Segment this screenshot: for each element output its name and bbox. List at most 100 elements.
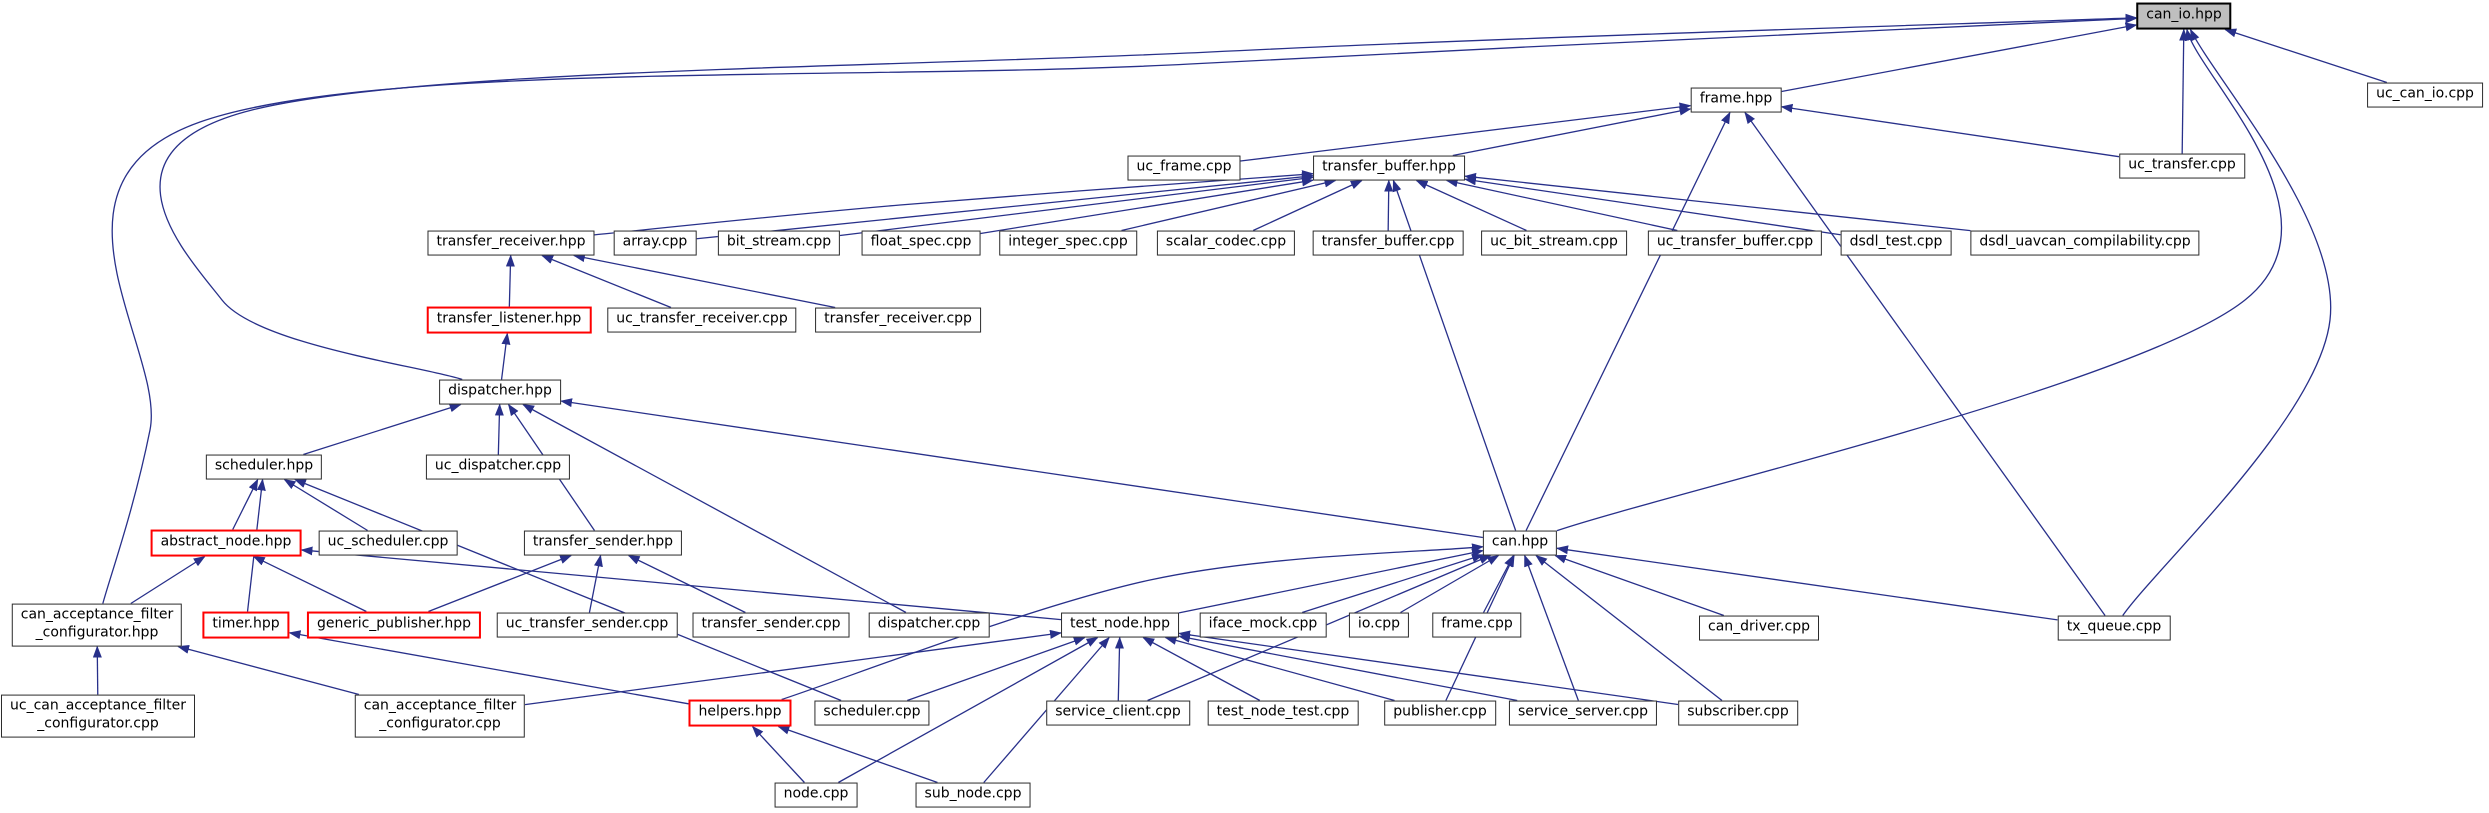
- graph-node-subscriber_cpp[interactable]: subscriber.cpp: [1678, 700, 1798, 726]
- edge-bit_stream_cpp-to-transfer_buffer_hpp: [839, 174, 1314, 237]
- graph-node-array_cpp[interactable]: array.cpp: [613, 230, 697, 256]
- graph-node-io_cpp[interactable]: io.cpp: [1348, 612, 1410, 638]
- graph-node-uc_transfer_receiver_cpp[interactable]: uc_transfer_receiver.cpp: [607, 307, 797, 333]
- graph-node-uc_bit_stream_cpp[interactable]: uc_bit_stream.cpp: [1481, 230, 1627, 256]
- graph-node-can_io_hpp[interactable]: can_io.hpp: [2136, 2, 2232, 30]
- graph-node-service_server_cpp[interactable]: service_server.cpp: [1508, 700, 1658, 726]
- edge-tx_queue_cpp-to-can_io_hpp: [2122, 28, 2332, 616]
- graph-node-uc_transfer_cpp[interactable]: uc_transfer.cpp: [2119, 153, 2245, 179]
- edge-service_server_cpp-to-test_node_hpp: [1178, 633, 1518, 702]
- edge-tx_queue_cpp-to-can_hpp: [1556, 545, 2058, 621]
- edge-subscriber_cpp-to-test_node_hpp: [1178, 630, 1679, 706]
- graph-node-uc_transfer_sender_cpp[interactable]: uc_transfer_sender.cpp: [496, 612, 678, 638]
- graph-node-transfer_sender_hpp[interactable]: transfer_sender.hpp: [523, 530, 683, 556]
- graph-node-tx_queue_cpp[interactable]: tx_queue.cpp: [2057, 615, 2171, 641]
- edge-cafc_cpp-to-test_node_hpp: [524, 629, 1062, 706]
- edge-abstract_node_hpp-to-scheduler_hpp: [232, 478, 259, 530]
- graph-node-timer_hpp[interactable]: timer.hpp: [202, 611, 290, 639]
- edge-generic_publisher_hpp-to-abstract_node_hpp: [252, 555, 367, 613]
- graph-node-sub_node_cpp[interactable]: sub_node.cpp: [915, 782, 1031, 808]
- edge-frame_hpp-to-can_io_hpp: [1781, 22, 2138, 93]
- edge-dispatcher_hpp-to-transfer_listener_hpp: [500, 332, 511, 380]
- edge-can_hpp-to-frame_hpp: [1525, 111, 1731, 531]
- edge-uc_transfer_sender_cpp-to-transfer_sender_hpp: [588, 554, 603, 613]
- graph-node-abstract_node_hpp[interactable]: abstract_node.hpp: [150, 529, 302, 557]
- graph-node-scheduler_cpp[interactable]: scheduler.cpp: [814, 700, 930, 726]
- graph-node-dsdl_test_cpp[interactable]: dsdl_test.cpp: [1840, 230, 1952, 256]
- graph-node-uc_can_io_cpp[interactable]: uc_can_io.cpp: [2367, 82, 2483, 108]
- graph-node-scheduler_hpp[interactable]: scheduler.hpp: [205, 454, 323, 480]
- edge-uc_scheduler_cpp-to-scheduler_hpp: [283, 478, 368, 532]
- edge-scalar_codec_cpp-to-transfer_buffer_hpp: [1252, 179, 1363, 232]
- edge-transfer_buffer_cpp-to-transfer_buffer_hpp: [1384, 179, 1394, 231]
- edge-uc_frame_cpp-to-frame_hpp: [1240, 102, 1692, 162]
- graph-node-float_spec_cpp[interactable]: float_spec.cpp: [861, 230, 981, 256]
- graph-node-generic_publisher_hpp[interactable]: generic_publisher.hpp: [306, 611, 482, 639]
- graph-node-transfer_buffer_cpp[interactable]: transfer_buffer.cpp: [1312, 230, 1464, 256]
- edge-transfer_receiver_hpp-to-transfer_buffer_hpp: [594, 170, 1314, 236]
- graph-node-test_node_hpp[interactable]: test_node.hpp: [1061, 612, 1179, 638]
- edge-publisher_cpp-to-test_node_hpp: [1164, 636, 1395, 702]
- edge-scheduler_cpp-to-test_node_hpp: [907, 636, 1086, 702]
- graph-node-service_client_cpp[interactable]: service_client.cpp: [1046, 700, 1190, 726]
- edge-dsdl_uavcan_compilability_cpp-to-transfer_buffer_hpp: [1464, 172, 1971, 232]
- edge-test_node_test_cpp-to-test_node_hpp: [1142, 636, 1261, 702]
- edge-transfer_receiver_cpp-to-transfer_receiver_hpp: [572, 253, 836, 309]
- edge-node_cpp-to-test_node_hpp: [838, 636, 1099, 784]
- edge-scheduler_hpp-to-dispatcher_hpp: [303, 403, 462, 456]
- edge-array_cpp-to-transfer_buffer_hpp: [696, 172, 1314, 240]
- graph-node-publisher_cpp[interactable]: publisher.cpp: [1384, 700, 1496, 726]
- graph-node-frame_hpp[interactable]: frame.hpp: [1690, 87, 1782, 113]
- graph-node-uc_cafc_cpp[interactable]: uc_can_acceptance_filter _configurator.c…: [0, 694, 196, 738]
- graph-node-scalar_codec_cpp[interactable]: scalar_codec.cpp: [1156, 230, 1296, 256]
- edge-can_driver_cpp-to-can_hpp: [1554, 554, 1725, 617]
- graph-node-transfer_listener_hpp[interactable]: transfer_listener.hpp: [426, 306, 592, 334]
- edge-service_client_cpp-to-test_node_hpp: [1114, 636, 1124, 701]
- graph-node-cafc_hpp[interactable]: can_acceptance_filter _configurator.hpp: [11, 603, 183, 647]
- graph-node-frame_cpp[interactable]: frame.cpp: [1432, 612, 1522, 638]
- edge-float_spec_cpp-to-transfer_buffer_hpp: [980, 177, 1314, 235]
- graph-node-can_driver_cpp[interactable]: can_driver.cpp: [1699, 615, 1819, 641]
- edge-transfer_buffer_hpp-to-frame_hpp: [1452, 106, 1692, 157]
- graph-node-transfer_receiver_hpp[interactable]: transfer_receiver.hpp: [427, 230, 595, 256]
- edge-can_hpp-to-can_io_hpp: [1556, 28, 2283, 532]
- graph-node-helpers_hpp[interactable]: helpers.hpp: [688, 699, 792, 727]
- edge-io_cpp-to-can_hpp: [1400, 554, 1500, 614]
- edge-uc_transfer_buffer_cpp-to-transfer_buffer_hpp: [1445, 178, 1678, 232]
- graph-node-uc_scheduler_cpp[interactable]: uc_scheduler.cpp: [318, 530, 458, 556]
- edge-cafc_cpp-to-cafc_hpp: [177, 644, 360, 696]
- graph-node-node_cpp[interactable]: node.cpp: [774, 782, 858, 808]
- graph-node-uc_dispatcher_cpp[interactable]: uc_dispatcher.cpp: [425, 454, 571, 480]
- graph-node-test_node_test_cpp[interactable]: test_node_test.cpp: [1207, 700, 1359, 726]
- graph-node-transfer_buffer_hpp[interactable]: transfer_buffer.hpp: [1313, 155, 1465, 181]
- graph-node-transfer_receiver_cpp[interactable]: transfer_receiver.cpp: [815, 307, 981, 333]
- graph-node-cafc_cpp[interactable]: can_acceptance_filter _configurator.cpp: [354, 694, 526, 738]
- edge-uc_transfer_cpp-to-can_io_hpp: [2179, 28, 2189, 154]
- edge-dispatcher_hpp-to-can_io_hpp: [159, 13, 2138, 381]
- edge-can_hpp-to-dispatcher_hpp: [560, 398, 1484, 539]
- edge-integer_spec_cpp-to-transfer_buffer_hpp: [1121, 178, 1337, 232]
- edge-test_node_hpp-to-can_hpp: [1178, 548, 1484, 614]
- edge-helpers_hpp-to-can_hpp: [781, 543, 1484, 701]
- edge-uc_transfer_cpp-to-frame_hpp: [1780, 103, 2120, 158]
- graph-node-iface_mock_cpp[interactable]: iface_mock.cpp: [1199, 612, 1327, 638]
- edge-uc_transfer_receiver_cpp-to-transfer_receiver_hpp: [541, 254, 672, 309]
- edge-dispatcher_cpp-to-dispatcher_hpp: [522, 403, 907, 614]
- graph-node-transfer_sender_cpp[interactable]: transfer_sender.cpp: [692, 612, 850, 638]
- graph-node-dispatcher_cpp[interactable]: dispatcher.cpp: [868, 612, 990, 638]
- graph-node-can_hpp[interactable]: can.hpp: [1482, 530, 1558, 556]
- edge-iface_mock_cpp-to-can_hpp: [1301, 553, 1484, 614]
- graph-node-dispatcher_hpp[interactable]: dispatcher.hpp: [439, 379, 561, 405]
- graph-node-uc_transfer_buffer_cpp[interactable]: uc_transfer_buffer.cpp: [1647, 230, 1823, 256]
- graph-node-dsdl_uavcan_compilability_cpp[interactable]: dsdl_uavcan_compilability.cpp: [1970, 230, 2200, 256]
- graph-node-uc_frame_cpp[interactable]: uc_frame.cpp: [1127, 155, 1241, 181]
- graph-node-integer_spec_cpp[interactable]: integer_spec.cpp: [999, 230, 1137, 256]
- edge-scheduler_cpp-to-scheduler_hpp: [293, 478, 842, 702]
- edge-uc_bit_stream_cpp-to-transfer_buffer_hpp: [1415, 179, 1527, 232]
- edge-subscriber_cpp-to-can_hpp: [1535, 554, 1723, 702]
- edge-uc_cafc_cpp-to-cafc_hpp: [92, 645, 102, 695]
- graph-node-bit_stream_cpp[interactable]: bit_stream.cpp: [717, 230, 841, 256]
- edge-sub_node_cpp-to-helpers_hpp: [777, 725, 938, 784]
- edge-transfer_listener_hpp-to-transfer_receiver_hpp: [505, 254, 515, 307]
